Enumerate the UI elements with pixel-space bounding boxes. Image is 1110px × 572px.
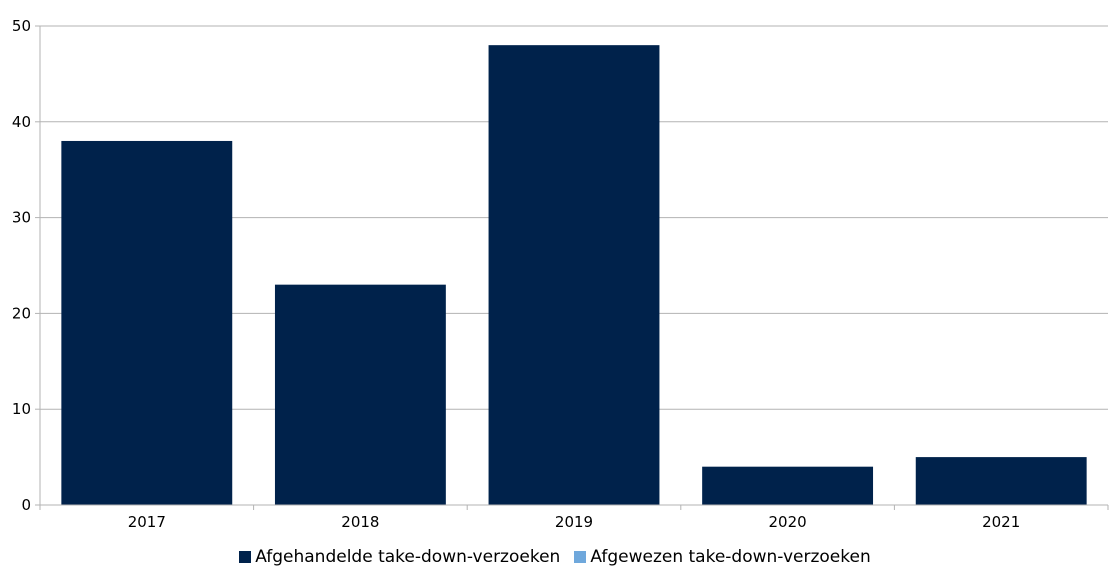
tick-labels: 0 10 20 30 40 50 2017 2018 2019 2020 2021 xyxy=(12,17,1020,531)
legend-swatch-afgewezen xyxy=(574,551,587,563)
y-tick-label-50: 50 xyxy=(12,17,31,35)
y-tick-label-40: 40 xyxy=(12,113,31,131)
legend-label-afgehandeld: Afgehandelde take-down-verzoeken xyxy=(255,547,561,567)
y-tick-label-20: 20 xyxy=(12,304,31,322)
legend-label-afgewezen: Afgewezen take-down-verzoeken xyxy=(590,547,871,567)
x-tick-label-2019: 2019 xyxy=(555,513,593,531)
x-tick-label-2021: 2021 xyxy=(982,513,1020,531)
legend: Afgehandelde take-down-verzoeken Afgewez… xyxy=(0,545,1110,569)
legend-item-afgehandeld: Afgehandelde take-down-verzoeken xyxy=(239,547,560,567)
bar-2021-series-0 xyxy=(915,457,1087,505)
y-tick-label-10: 10 xyxy=(12,400,31,418)
legend-item-afgewezen: Afgewezen take-down-verzoeken xyxy=(574,547,871,567)
x-tick-label-2017: 2017 xyxy=(128,513,166,531)
bars xyxy=(61,45,1087,505)
legend-swatch-afgehandeld xyxy=(239,551,252,563)
y-tick-label-0: 0 xyxy=(21,496,31,514)
bar-2020-series-0 xyxy=(702,466,874,505)
x-tick-label-2020: 2020 xyxy=(769,513,807,531)
x-tick-label-2018: 2018 xyxy=(341,513,379,531)
bar-2019-series-0 xyxy=(488,45,660,505)
bar-2018-series-0 xyxy=(274,284,446,505)
axes xyxy=(35,25,1109,510)
bar-2017-series-0 xyxy=(61,140,233,505)
y-tick-label-30: 30 xyxy=(12,209,31,227)
